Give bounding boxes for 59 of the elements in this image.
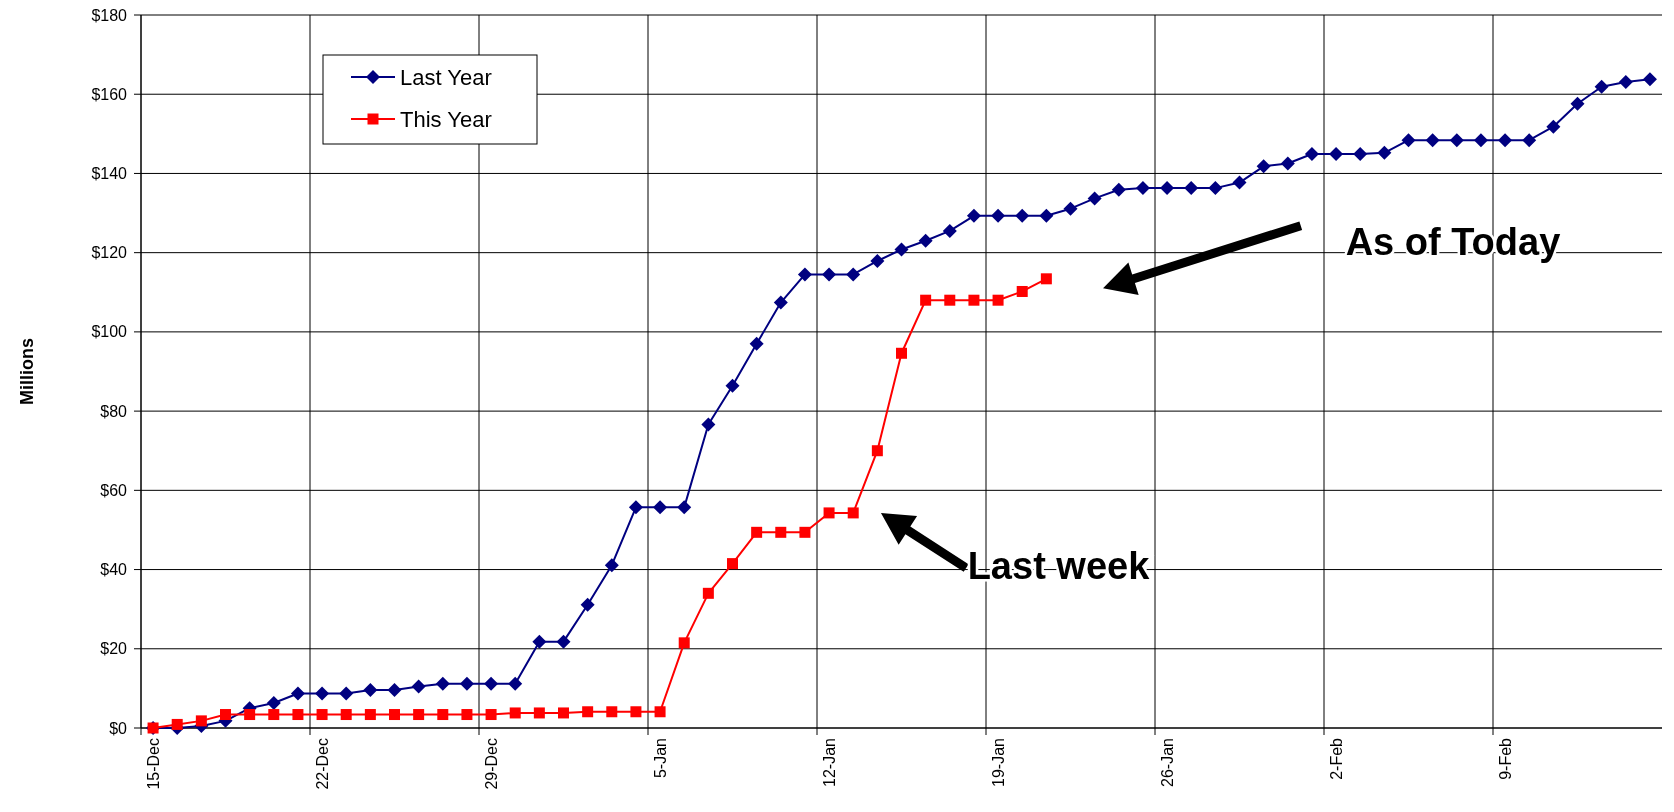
point <box>702 587 714 599</box>
point <box>558 707 569 719</box>
point <box>389 709 400 721</box>
x-tick-label: 2-Feb <box>1327 737 1345 780</box>
y-tick-label: $140 <box>91 165 128 183</box>
x-tick-label: 22-Dec <box>313 738 331 790</box>
point <box>992 294 1004 306</box>
point <box>871 445 883 457</box>
point <box>1040 273 1052 285</box>
point <box>509 707 521 719</box>
y-tick-label: $60 <box>100 481 128 499</box>
y-tick-label: $0 <box>109 719 128 737</box>
point <box>364 709 376 721</box>
point <box>220 709 231 721</box>
point <box>413 709 425 721</box>
x-tick-label: 26-Jan <box>1158 738 1176 787</box>
point <box>606 706 618 718</box>
x-tick-label: 5-Jan <box>651 738 669 779</box>
point <box>533 707 545 719</box>
point <box>268 709 280 721</box>
point <box>847 507 859 519</box>
point <box>678 637 690 649</box>
point <box>244 709 256 721</box>
point <box>485 709 497 721</box>
point <box>195 715 207 727</box>
point <box>751 526 763 538</box>
y-tick-label: $160 <box>91 85 128 103</box>
point <box>920 294 932 306</box>
point <box>437 709 449 721</box>
point <box>582 706 594 718</box>
point <box>799 526 811 538</box>
point <box>630 706 642 718</box>
x-tick-label: 19-Jan <box>989 738 1007 787</box>
point <box>1016 285 1028 297</box>
point <box>171 718 183 730</box>
point <box>968 294 980 306</box>
point <box>340 709 352 721</box>
y-axis-title: Millions <box>17 338 37 405</box>
y-tick-label: $100 <box>91 323 128 341</box>
point <box>727 558 738 570</box>
point <box>896 347 907 359</box>
y-tick-label: $40 <box>100 561 128 579</box>
legend-label: Last Year <box>400 64 492 90</box>
point <box>316 709 328 721</box>
x-tick-label: 9-Feb <box>1496 737 1514 780</box>
point <box>944 294 956 306</box>
y-tick-label: $120 <box>91 244 128 262</box>
point <box>654 706 666 718</box>
legend-label: This Year <box>400 106 492 132</box>
x-tick-label: 29-Dec <box>482 738 500 790</box>
y-tick-label: $80 <box>100 402 128 420</box>
point <box>823 507 835 519</box>
point <box>461 709 473 721</box>
point <box>775 526 787 538</box>
y-tick-label: $180 <box>91 6 128 24</box>
x-tick-label: 15-Dec <box>144 738 162 790</box>
x-tick-label: 12-Jan <box>820 738 838 787</box>
y-tick-label: $20 <box>100 640 128 658</box>
point <box>292 709 304 721</box>
